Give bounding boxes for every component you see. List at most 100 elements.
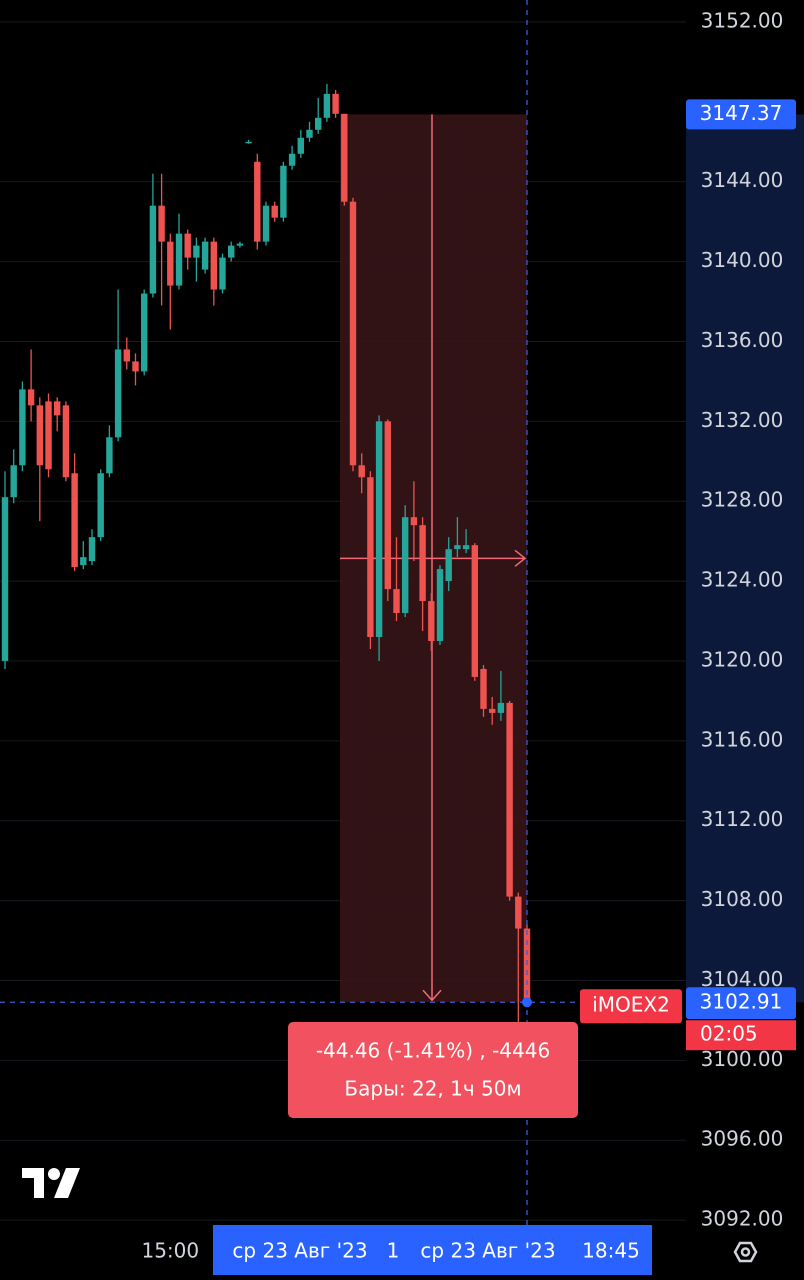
candle-body bbox=[367, 477, 374, 638]
candles bbox=[1, 83, 531, 1041]
y-tick-label: 3136.00 bbox=[701, 328, 784, 352]
candle-body bbox=[306, 129, 313, 138]
candle-body bbox=[506, 702, 513, 897]
candle-body bbox=[454, 545, 461, 550]
y-tick-label: 3152.00 bbox=[701, 8, 784, 32]
candle-body bbox=[341, 113, 348, 202]
candle-body bbox=[410, 517, 418, 526]
candle-body bbox=[201, 241, 209, 270]
candle-body bbox=[358, 465, 365, 478]
candle-body bbox=[315, 117, 322, 130]
symbol-label: iMOEX2 bbox=[592, 993, 670, 1017]
price-axis: 3152.00 3144.00 3140.00 3136.00 3132.00 3128.… bbox=[686, 8, 804, 1231]
candle-body bbox=[167, 241, 174, 286]
time-range-box bbox=[213, 1225, 652, 1275]
measure-h-arrowhead bbox=[514, 549, 527, 567]
candle-body bbox=[1, 497, 9, 661]
candle-body bbox=[280, 165, 287, 218]
candle-body bbox=[297, 137, 304, 154]
y-tick-label: 3128.00 bbox=[701, 488, 784, 512]
candle-body bbox=[184, 233, 191, 258]
candle-body bbox=[497, 702, 505, 713]
settings-icon[interactable] bbox=[733, 1241, 758, 1263]
last-point bbox=[522, 997, 532, 1008]
candle-body bbox=[436, 569, 444, 641]
settings-dot bbox=[740, 1247, 751, 1257]
candle-body bbox=[71, 473, 78, 568]
measure-tooltip bbox=[288, 1022, 578, 1118]
y-tick-label: 3124.00 bbox=[701, 568, 784, 592]
candle-body bbox=[88, 537, 96, 562]
measure-axis-range bbox=[686, 114, 804, 1003]
candle-body bbox=[271, 205, 278, 218]
candle-body bbox=[384, 421, 391, 590]
crosshair-time: 18:45 bbox=[582, 1239, 640, 1263]
candle-body bbox=[158, 205, 165, 242]
measure-arrowhead bbox=[422, 989, 442, 1002]
range-bars: 1 bbox=[387, 1239, 400, 1263]
last-price-box bbox=[686, 987, 796, 1020]
candle-body bbox=[462, 545, 470, 550]
countdown-box bbox=[686, 1020, 796, 1051]
candle-body bbox=[523, 928, 531, 1003]
candle-body bbox=[106, 437, 113, 474]
y-tick-label: 3140.00 bbox=[701, 248, 784, 272]
candle-body bbox=[45, 401, 52, 470]
candle-body bbox=[254, 161, 261, 242]
logo-part bbox=[48, 1168, 60, 1180]
range-start: ср 23 Авг '23 bbox=[232, 1239, 367, 1263]
y-tick-label: 3096.00 bbox=[701, 1127, 784, 1151]
candle-body bbox=[349, 201, 357, 466]
candle-body bbox=[10, 465, 17, 498]
y-tick-label: 3132.00 bbox=[701, 408, 784, 432]
y-tick-label: 3108.00 bbox=[701, 887, 784, 911]
measure-from-label: 3147.37 bbox=[700, 101, 783, 125]
y-tick-label: 3092.00 bbox=[701, 1207, 784, 1231]
candle-body bbox=[323, 93, 331, 118]
candle-body bbox=[80, 557, 87, 566]
candle-body bbox=[228, 245, 235, 258]
y-tick-label: 3112.00 bbox=[701, 807, 784, 831]
candle-body bbox=[54, 401, 61, 416]
candle-body bbox=[375, 421, 383, 638]
measure-from-box bbox=[686, 99, 796, 130]
candle-body bbox=[402, 517, 409, 614]
candle-body bbox=[19, 389, 26, 466]
candle-body bbox=[288, 153, 296, 166]
candle-body bbox=[36, 405, 43, 466]
candle-body bbox=[393, 589, 400, 614]
candle-body bbox=[27, 389, 35, 406]
measure-bars: Бары: 22, 1ч 50м bbox=[344, 1077, 521, 1101]
candle-body bbox=[489, 708, 496, 713]
candle-body bbox=[175, 233, 183, 286]
candle-body bbox=[428, 601, 435, 641]
range-end: ср 23 Авг '23 bbox=[420, 1239, 555, 1263]
y-tick-label: 3120.00 bbox=[701, 647, 784, 671]
y-tick-label: 3116.00 bbox=[701, 727, 784, 751]
candle-body bbox=[245, 141, 252, 144]
candle-body bbox=[62, 405, 70, 478]
y-tick-label: 3144.00 bbox=[701, 168, 784, 192]
logo bbox=[22, 1168, 80, 1198]
candle-body bbox=[114, 349, 122, 438]
candle-body bbox=[149, 205, 157, 294]
candle-body bbox=[97, 473, 104, 538]
candle-body bbox=[480, 668, 487, 709]
candle-body bbox=[419, 525, 426, 602]
logo-part bbox=[54, 1168, 80, 1198]
candle-body bbox=[141, 293, 148, 372]
candle-body bbox=[515, 896, 522, 929]
candle-body bbox=[262, 205, 270, 242]
candle-body bbox=[193, 245, 200, 258]
logo-part bbox=[22, 1168, 44, 1198]
candle-body bbox=[471, 545, 478, 677]
candle-body bbox=[132, 361, 139, 372]
countdown-label: 02:05 bbox=[700, 1022, 758, 1046]
candle-body bbox=[210, 241, 217, 290]
candle-body bbox=[219, 257, 226, 290]
settings-hex bbox=[733, 1241, 758, 1263]
candle-body bbox=[123, 349, 130, 362]
